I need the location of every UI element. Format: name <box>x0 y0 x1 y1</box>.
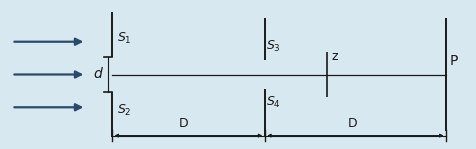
Text: $S_4$: $S_4$ <box>266 95 280 110</box>
Text: d: d <box>93 67 102 82</box>
Text: $S_2$: $S_2$ <box>117 103 131 118</box>
Text: D: D <box>178 117 188 130</box>
Text: z: z <box>331 50 337 63</box>
Text: $S_1$: $S_1$ <box>117 31 131 46</box>
Text: $S_3$: $S_3$ <box>266 39 280 54</box>
Text: P: P <box>448 54 457 68</box>
Text: D: D <box>347 117 357 130</box>
